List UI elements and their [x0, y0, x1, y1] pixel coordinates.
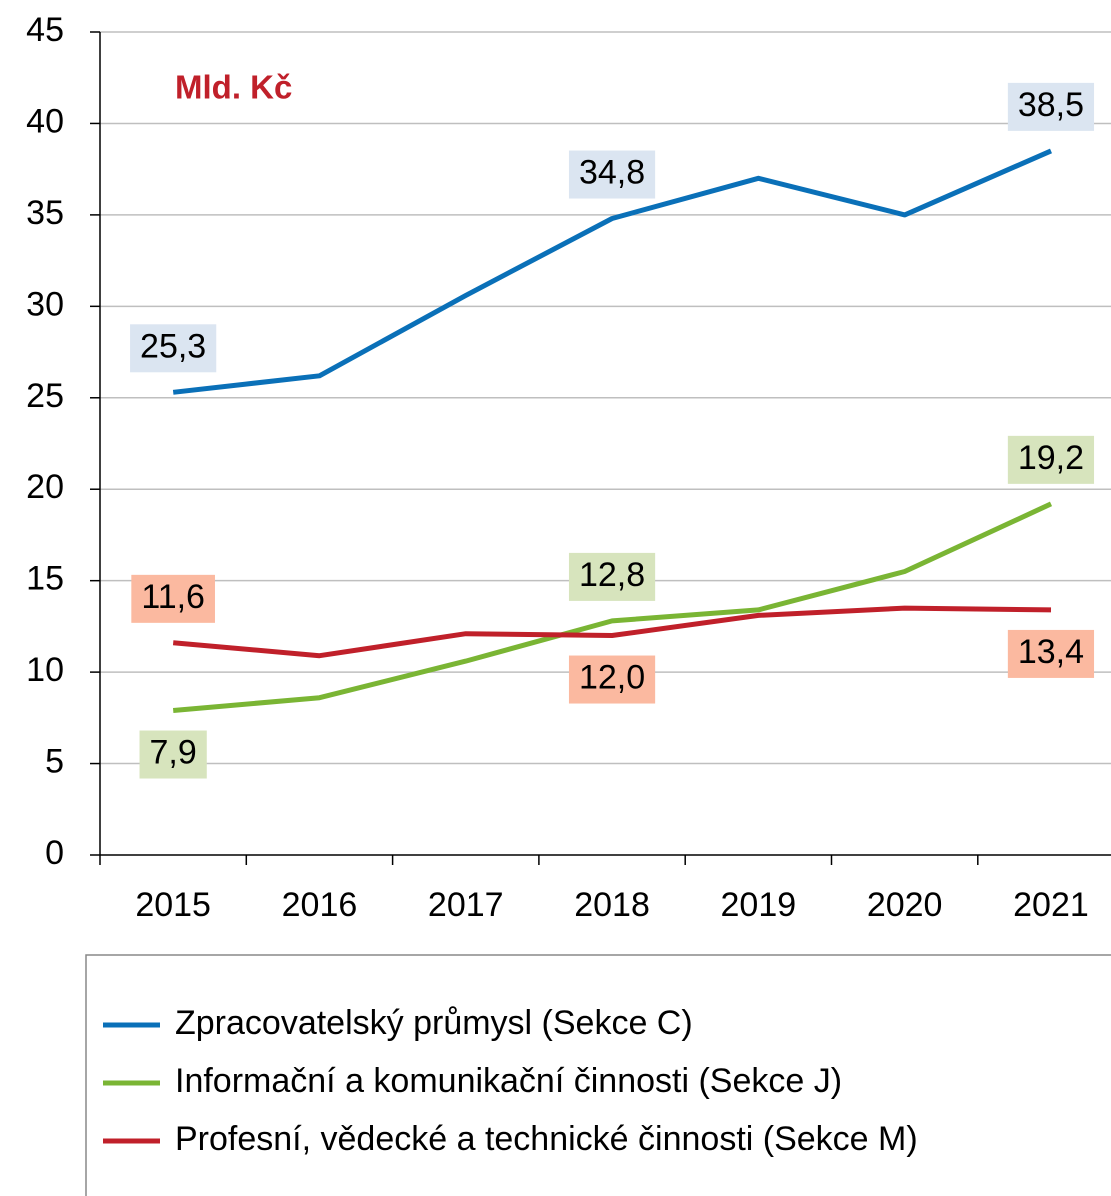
y-tick-label: 5: [45, 743, 64, 781]
y-tick-label: 0: [45, 834, 64, 872]
data-label: 38,5: [1018, 86, 1084, 124]
x-tick-label: 2016: [282, 886, 358, 924]
y-tick-label: 30: [26, 285, 64, 323]
series-line: [172, 501, 1053, 713]
x-tick-label: 2018: [574, 886, 650, 924]
y-tick-label: 45: [26, 11, 64, 49]
x-tick-label: 2019: [721, 886, 797, 924]
y-tick-label: 40: [26, 102, 64, 140]
data-label: 12,8: [579, 556, 645, 594]
data-label-bg: [130, 324, 217, 373]
data-label-bg: [131, 574, 215, 623]
y-tick-label: 20: [26, 468, 64, 506]
data-label-bg: [568, 150, 656, 199]
y-tick-label: 10: [26, 651, 64, 689]
series-line: [172, 148, 1053, 395]
data-label-bg: [1007, 629, 1095, 678]
y-tick-label: 15: [26, 560, 64, 598]
legend-box: [85, 954, 1111, 1196]
data-label-bg: [139, 730, 207, 779]
y-tick-label: 35: [26, 194, 64, 232]
annotation: Mld. Kč: [175, 69, 292, 106]
data-label: 34,8: [579, 154, 645, 192]
x-tick-label: 2020: [867, 886, 943, 924]
x-tick-label: 2017: [428, 886, 504, 924]
data-label: 12,0: [579, 659, 645, 697]
legend-label: Profesní, vědecké a technické činnosti (…: [175, 1120, 918, 1158]
series-line: [172, 605, 1052, 659]
data-label: 7,9: [150, 734, 197, 772]
x-tick-label: 2015: [135, 886, 211, 924]
data-label: 13,4: [1018, 633, 1084, 671]
legend-label: Informační a komunikační činnosti (Sekce…: [175, 1062, 842, 1100]
x-tick-label: 2021: [1013, 886, 1089, 924]
data-label-bg: [568, 655, 656, 704]
data-label-bg: [1007, 82, 1095, 131]
data-label-bg: [1007, 435, 1095, 484]
data-label: 11,6: [141, 578, 205, 616]
data-label: 19,2: [1018, 439, 1084, 477]
data-label-bg: [568, 552, 656, 601]
data-label: 25,3: [140, 327, 206, 365]
y-tick-label: 25: [26, 377, 64, 415]
legend-label: Zpracovatelský průmysl (Sekce C): [175, 1004, 693, 1042]
